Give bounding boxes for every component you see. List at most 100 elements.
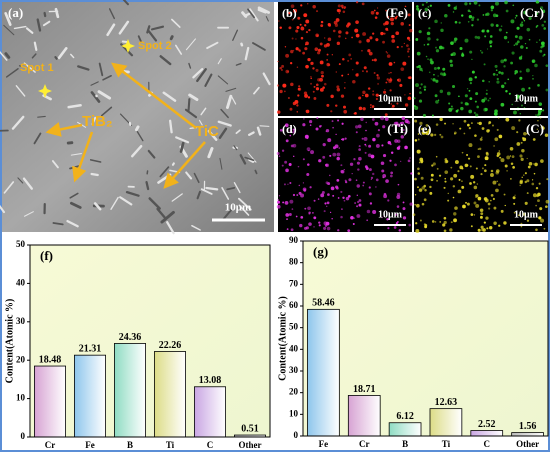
map-dot	[296, 104, 299, 107]
texture	[233, 181, 241, 194]
map-dot	[336, 85, 340, 89]
texture	[108, 8, 116, 20]
map-dot	[340, 190, 343, 193]
map-dot	[305, 109, 310, 114]
x-tick-label: Fe	[319, 439, 329, 449]
map-dot	[466, 102, 470, 106]
map-dot	[495, 188, 499, 193]
map-dot	[359, 158, 361, 160]
x-tick-label: Cr	[45, 440, 56, 450]
map-dot	[329, 154, 332, 157]
map-dot	[519, 180, 523, 185]
map-dot	[490, 193, 494, 197]
texture	[253, 86, 260, 95]
bar	[429, 408, 463, 437]
map-dot	[461, 151, 464, 154]
map-dot	[334, 144, 339, 149]
bar	[388, 422, 422, 437]
map-dot	[372, 172, 375, 176]
map-dot	[461, 180, 463, 182]
map-dot	[371, 106, 374, 109]
map-dot	[293, 8, 298, 13]
map-dot	[537, 120, 539, 122]
map-dot	[504, 0, 508, 5]
map-dot	[450, 166, 453, 169]
map-dot	[342, 58, 345, 61]
map-dot	[524, 42, 527, 45]
map-dot	[424, 223, 428, 227]
map-dot	[287, 97, 290, 100]
map-dot	[469, 182, 472, 185]
map-dot	[457, 170, 460, 173]
map-dot	[340, 138, 343, 141]
map-dot	[469, 50, 473, 54]
texture	[171, 162, 175, 166]
map-dot	[428, 14, 431, 17]
map-dot	[355, 20, 359, 25]
texture	[239, 154, 247, 165]
map-dot	[492, 13, 497, 18]
x-tick-label: B	[402, 439, 408, 449]
texture	[25, 27, 34, 34]
map-dot	[473, 111, 477, 114]
texture	[193, 172, 200, 184]
map-dot	[464, 94, 468, 98]
map-dot	[304, 207, 307, 210]
chart-title: (f)	[40, 248, 53, 263]
texture	[0, 204, 6, 214]
map-dot	[444, 160, 448, 164]
map-dot	[310, 77, 313, 80]
texture	[237, 197, 252, 211]
map-dot	[443, 186, 446, 189]
map-dot	[516, 94, 519, 97]
map-dot	[458, 21, 461, 24]
map-dot	[358, 145, 361, 148]
map-dot	[362, 107, 366, 111]
map-dot	[518, 119, 521, 122]
map-dot	[538, 102, 543, 106]
map-dot	[327, 37, 332, 42]
map-dot	[503, 58, 506, 62]
map-dot	[435, 155, 438, 158]
map-dot	[316, 117, 319, 120]
map-dot	[479, 208, 484, 212]
map-dot	[462, 204, 466, 209]
map-dot	[501, 84, 505, 89]
map-dot	[476, 18, 480, 21]
map-dot	[419, 91, 422, 95]
map-dot	[500, 209, 504, 213]
map-dot	[527, 165, 531, 169]
map-dot	[490, 5, 495, 10]
map-dot	[426, 31, 431, 36]
map-dot	[453, 218, 457, 223]
map-dot	[470, 213, 474, 216]
map-dot	[495, 24, 499, 27]
texture	[0, 51, 8, 61]
sem-image: (a) Spot 1 Spot 2 TiB₂ TiC 10μm	[0, 0, 274, 235]
map-dot	[341, 138, 345, 141]
map-dot	[297, 165, 300, 168]
texture	[146, 25, 151, 34]
map-dot	[344, 82, 346, 84]
map-dot	[536, 128, 538, 130]
map-dot	[337, 229, 340, 232]
map-dot	[300, 4, 303, 7]
map-dot	[425, 55, 428, 58]
value-label: 12.63	[435, 397, 458, 408]
map-dot	[455, 109, 459, 113]
map-dot	[425, 1, 428, 4]
scale-label: 10μm	[514, 93, 539, 104]
map-dot	[444, 122, 447, 125]
map-dot	[477, 197, 480, 199]
map-dot	[448, 102, 451, 105]
map-dot	[482, 79, 485, 83]
map-dot	[475, 92, 479, 96]
map-dot	[385, 179, 389, 183]
map-dot	[496, 154, 499, 158]
map-dot	[402, 61, 407, 66]
map-dot	[439, 220, 442, 223]
map-dot	[419, 157, 424, 162]
map-dot	[375, 97, 378, 101]
map-dot	[418, 99, 423, 103]
